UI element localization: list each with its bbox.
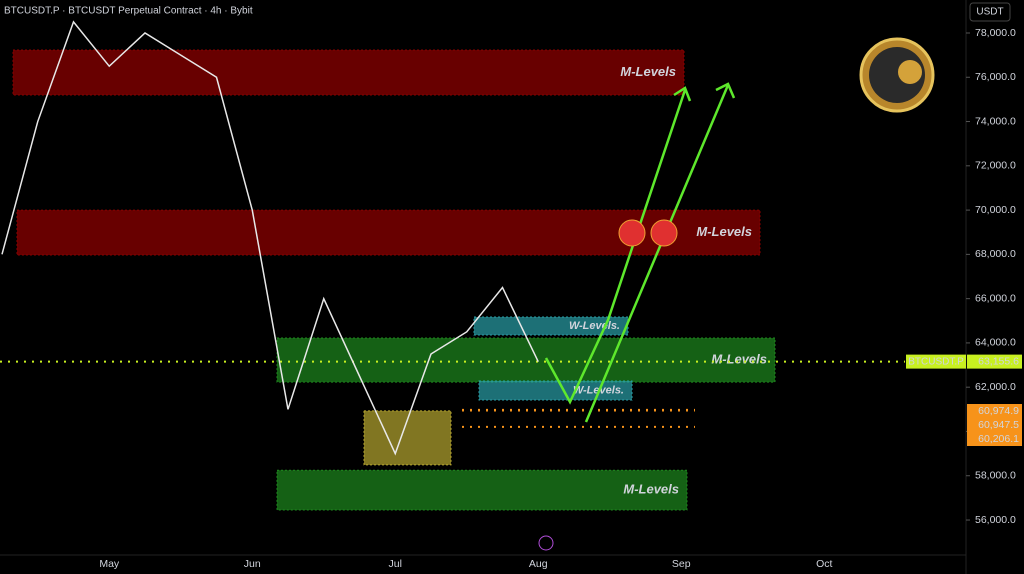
zone-label: M-Levels [623, 482, 679, 497]
y-tick-label: 64,000.0 [975, 337, 1016, 349]
price-name-box [906, 354, 966, 369]
price-label: 60,947.5 [978, 419, 1019, 431]
zone-label: W-Levels. [569, 320, 620, 332]
x-tick-label: Jun [244, 558, 261, 570]
y-tick-label: 56,000.0 [975, 514, 1016, 526]
x-tick-label: Sep [672, 558, 691, 570]
price-label-box [967, 404, 1022, 418]
logo [859, 37, 935, 113]
zone-label: M-Levels [696, 224, 752, 239]
y-tick-label: 76,000.0 [975, 71, 1016, 83]
zone [276, 469, 688, 511]
y-tick-label: 74,000.0 [975, 115, 1016, 127]
y-tick-label: 70,000.0 [975, 204, 1016, 216]
zone-label: M-Levels [620, 64, 676, 79]
price-label-box [967, 432, 1022, 446]
zone [473, 316, 629, 336]
price-name: BTCUSDT.P [908, 356, 964, 367]
zone [276, 337, 776, 383]
price-label-box [967, 354, 1022, 369]
marker [618, 219, 646, 247]
projection-arrows [544, 82, 736, 423]
y-tick-label: 68,000.0 [975, 248, 1016, 260]
zone-label: M-Levels [711, 352, 767, 367]
y-tick-label: 66,000.0 [975, 292, 1016, 304]
flash-icon [538, 535, 554, 551]
zone [16, 209, 761, 256]
zone [478, 380, 633, 401]
currency: USDT [976, 7, 1003, 18]
currency-box [969, 2, 1011, 22]
x-tick-label: Jul [389, 558, 402, 570]
price-label: 60,206.1 [978, 433, 1019, 445]
price-line-series [1, 20, 539, 456]
y-tick-label: 72,000.0 [975, 160, 1016, 172]
x-tick-label: May [99, 558, 120, 570]
x-tick-label: Aug [529, 558, 548, 570]
zone [12, 49, 685, 96]
y-tick-label: 78,000.0 [975, 27, 1016, 39]
marker [650, 219, 678, 247]
price-label-box [967, 418, 1022, 432]
y-tick-label: 58,000.0 [975, 470, 1016, 482]
chart-title: BTCUSDT.P · BTCUSDT Perpetual Contract ·… [4, 6, 253, 17]
price-label: 60,974.9 [978, 405, 1019, 417]
x-tick-label: Oct [816, 558, 832, 570]
y-tick-label: 62,000.0 [975, 381, 1016, 393]
price-label: 63,155.6 [978, 355, 1019, 367]
